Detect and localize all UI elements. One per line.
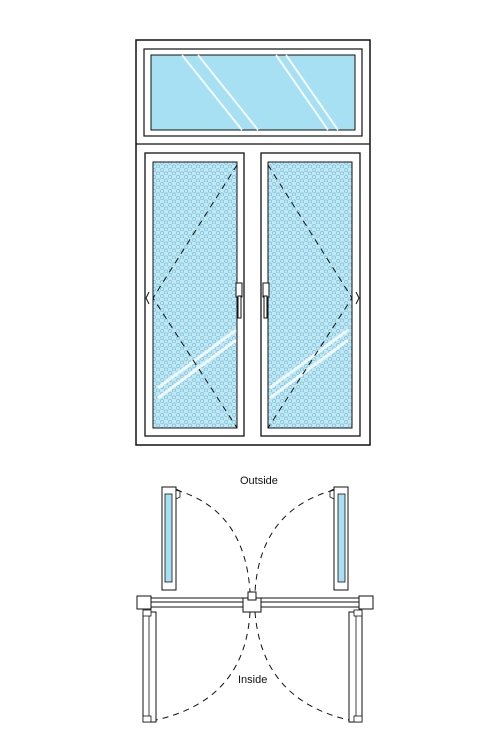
sill-section — [136, 591, 374, 613]
right-casement-sash — [260, 152, 361, 437]
transom-glass-pane — [150, 54, 356, 131]
inward-left-sash — [142, 609, 157, 723]
outward-left-sash — [161, 486, 181, 591]
inside-label: Inside — [238, 674, 267, 686]
right-handle — [262, 282, 270, 319]
outward-swing-arc — [175, 489, 335, 593]
inward-swing-arc — [155, 611, 350, 721]
elevation-view — [135, 39, 371, 446]
plan-view: Outside Inside — [136, 475, 374, 723]
inward-right-sash — [348, 609, 363, 723]
outward-right-sash — [329, 486, 349, 591]
left-casement-sash — [144, 152, 245, 437]
transom-glass-highlights — [181, 54, 339, 131]
left-handle — [235, 282, 243, 319]
outside-label: Outside — [240, 475, 278, 487]
